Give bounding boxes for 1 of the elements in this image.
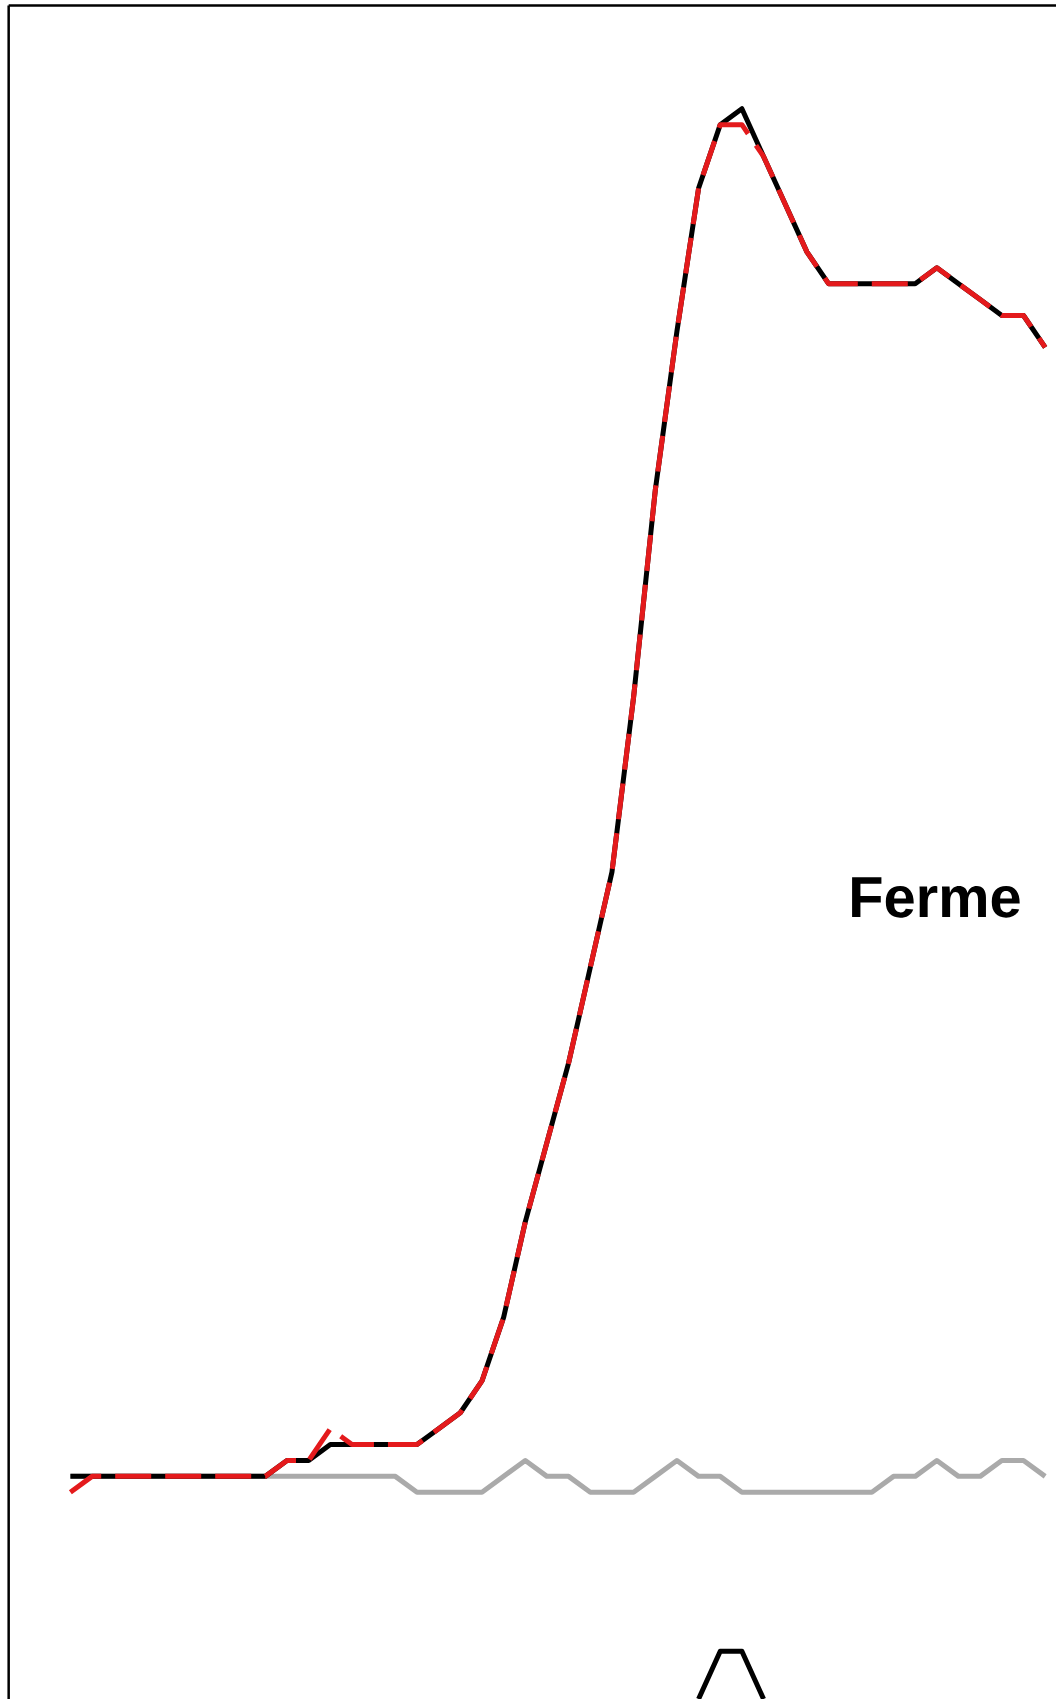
annotation: Ferme <box>852 877 1020 918</box>
